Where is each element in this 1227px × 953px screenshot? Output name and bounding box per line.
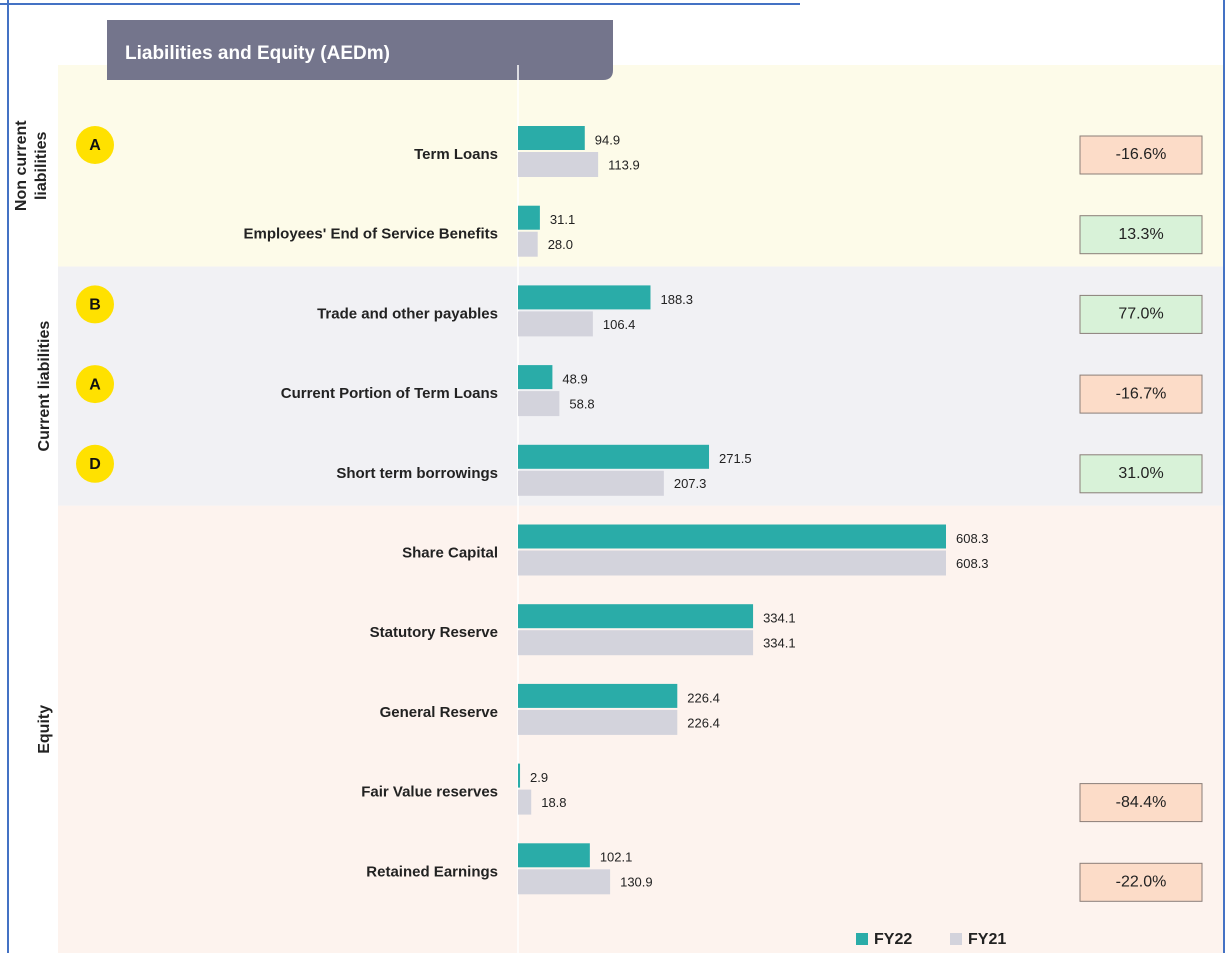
legend-label: FY22 (874, 931, 912, 948)
category-label: Term Loans (414, 146, 498, 163)
value-label: 334.1 (763, 636, 796, 651)
badge-label: A (89, 137, 101, 154)
value-label: 94.9 (595, 132, 620, 147)
badge-label: A (89, 376, 101, 393)
category-label: Trade and other payables (317, 305, 498, 322)
badge (76, 444, 114, 483)
value-label: 58.8 (569, 397, 594, 412)
value-label: 334.1 (763, 611, 796, 626)
legend-swatch (950, 933, 962, 945)
bar (518, 843, 590, 868)
value-label: 2.9 (530, 770, 548, 785)
change-label: 77.0% (1118, 306, 1163, 323)
bar (518, 470, 664, 496)
section-label: Equity (36, 705, 53, 754)
bar (518, 709, 678, 735)
change-label: -16.7% (1116, 385, 1167, 402)
bar (518, 231, 538, 257)
bar (518, 604, 754, 629)
category-label: Retained Earnings (366, 863, 498, 880)
value-label: 207.3 (674, 476, 707, 491)
title-tab (107, 20, 613, 80)
change-label: 13.3% (1118, 226, 1163, 243)
badge-label: D (89, 456, 101, 473)
category-label: Short term borrowings (336, 465, 498, 482)
category-label: Current Portion of Term Loans (281, 385, 498, 402)
bar (518, 391, 560, 417)
category-label: Fair Value reserves (361, 784, 498, 801)
badge-label: B (89, 297, 101, 314)
change-box (1079, 294, 1203, 334)
change-label: -84.4% (1116, 794, 1167, 811)
category-label: Employees' End of Service Benefits (244, 226, 499, 243)
badge (76, 285, 114, 324)
badge (76, 126, 114, 164)
bar (518, 630, 754, 656)
bar (518, 205, 540, 230)
category-label: General Reserve (380, 704, 498, 721)
value-label: 113.9 (608, 157, 640, 172)
change-box (1079, 135, 1203, 175)
bar (518, 444, 710, 469)
bar (518, 763, 521, 788)
bar (518, 869, 611, 895)
bar (518, 365, 553, 390)
value-label: 18.8 (541, 795, 566, 810)
bar (518, 524, 946, 549)
category-label: Statutory Reserve (370, 624, 498, 641)
value-label: 226.4 (687, 715, 720, 730)
section-label: Current liabilities (36, 321, 53, 452)
value-label: 608.3 (956, 556, 989, 571)
value-label: 130.9 (620, 875, 653, 890)
value-label: 106.4 (603, 317, 636, 332)
bar (518, 550, 946, 576)
bar (518, 126, 585, 150)
change-box (1079, 454, 1203, 494)
category-label: Share Capital (402, 544, 498, 561)
change-label: -16.6% (1116, 146, 1167, 163)
change-box (1079, 215, 1203, 255)
change-label: -22.0% (1116, 874, 1167, 891)
section-label: liabilities (33, 131, 50, 200)
section-background (58, 65, 1224, 267)
value-label: 31.1 (550, 212, 575, 227)
bar (518, 311, 593, 337)
change-label: 31.0% (1118, 465, 1163, 482)
value-label: 102.1 (600, 850, 633, 865)
chart-title: Liabilities and Equity (AEDm) (125, 43, 390, 64)
change-box (1079, 783, 1203, 823)
section-label: Non current (13, 120, 30, 211)
value-label: 608.3 (956, 531, 989, 546)
change-box (1079, 374, 1203, 414)
bar (518, 285, 651, 310)
bar (518, 152, 599, 177)
badge (76, 365, 114, 404)
value-label: 226.4 (687, 690, 720, 705)
legend-swatch (856, 933, 868, 945)
bar (518, 789, 532, 815)
value-label: 48.9 (562, 372, 587, 387)
value-label: 271.5 (719, 451, 752, 466)
backgrounds (58, 65, 1224, 953)
value-label: 188.3 (660, 292, 693, 307)
bar (518, 683, 678, 708)
legend-label: FY21 (968, 931, 1006, 948)
change-box (1079, 862, 1203, 902)
value-label: 28.0 (548, 237, 573, 252)
